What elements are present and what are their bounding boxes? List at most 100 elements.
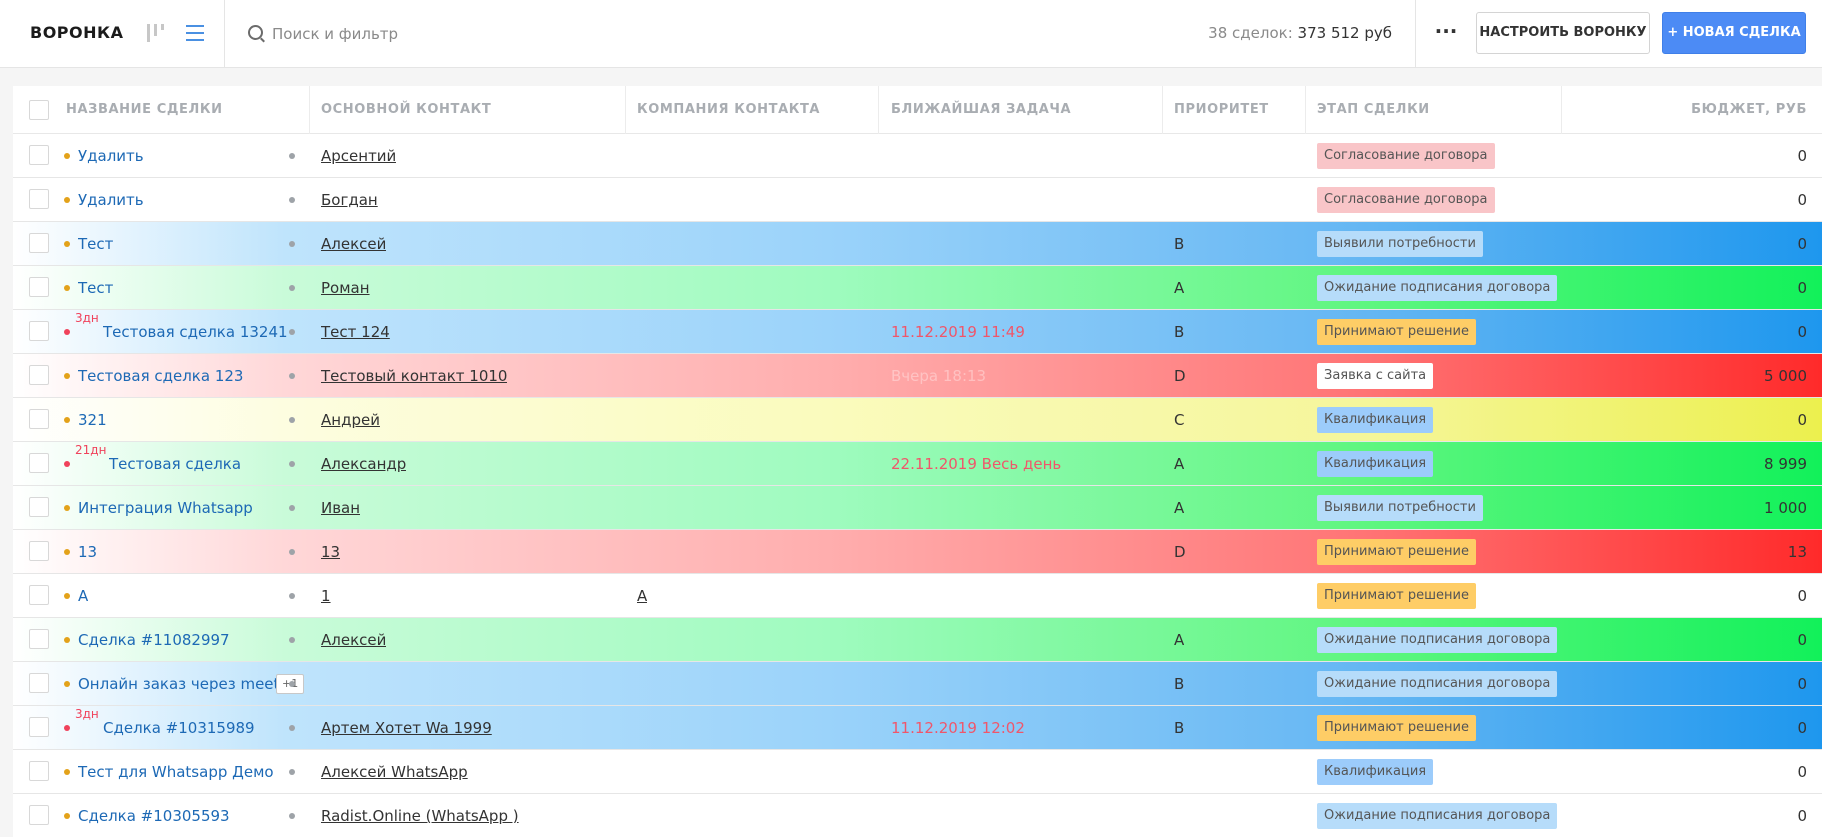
row-checkbox[interactable] xyxy=(29,717,49,737)
row-checkbox[interactable] xyxy=(29,629,49,649)
table-row[interactable]: Тест для Whatsapp Демо Алексей WhatsApp Кв… xyxy=(13,750,1822,794)
row-checkbox[interactable] xyxy=(29,277,49,297)
table-row[interactable]: Интеграция Whatsapp Иван A Выявили потребно… xyxy=(13,486,1822,530)
row-checkbox[interactable] xyxy=(29,409,49,429)
table-row[interactable]: Онлайн заказ через meet+1BОжидание подпи… xyxy=(13,662,1822,706)
table-row[interactable]: 13 13 D Принимают решение 13 xyxy=(13,530,1822,574)
task-date[interactable]: 11.12.2019 11:49 xyxy=(891,323,1025,341)
contact-link[interactable]: Тестовый контакт 1010 xyxy=(321,367,508,385)
column-header-name[interactable]: НАЗВАНИЕ СДЕЛКИ xyxy=(66,102,223,117)
stage-badge[interactable]: Выявили потребности xyxy=(1317,495,1483,521)
deal-name-link[interactable]: Сделка #10305593 xyxy=(78,807,230,825)
status-dot-icon xyxy=(64,329,70,335)
contact-link[interactable]: Богдан xyxy=(321,191,378,209)
table-row[interactable]: Удалить Арсентий Согласование договора 0 xyxy=(13,134,1822,178)
column-header-stage[interactable]: ЭТАП СДЕЛКИ xyxy=(1317,102,1430,117)
contact-link[interactable]: Александр xyxy=(321,455,407,473)
row-checkbox[interactable] xyxy=(29,497,49,517)
row-checkbox[interactable] xyxy=(29,585,49,605)
deal-name-link[interactable]: Тестовая сделка 13241 xyxy=(103,323,288,341)
row-checkbox[interactable] xyxy=(29,189,49,209)
deal-name-link[interactable]: 13 xyxy=(78,543,98,561)
contact-link[interactable]: Radist.Online (WhatsApp ) xyxy=(321,807,519,825)
deal-name-link[interactable]: Тестовая сделка 123 xyxy=(78,367,244,385)
table-row[interactable]: 21дн Тестовая сделка Александр 22.11.2019 В… xyxy=(13,442,1822,486)
stage-badge[interactable]: Заявка с сайта xyxy=(1317,363,1434,389)
deal-name-link[interactable]: Сделка #10315989 xyxy=(103,719,255,737)
deal-name-link[interactable]: Сделка #11082997 xyxy=(78,631,230,649)
deal-name-link[interactable]: Удалить xyxy=(78,147,144,165)
stage-badge[interactable]: Ожидание подписания договора xyxy=(1317,803,1558,829)
kanban-view-icon[interactable] xyxy=(147,22,167,44)
stage-badge[interactable]: Принимают решение xyxy=(1317,319,1476,345)
table-row[interactable]: Удалить Богдан Согласование договора 0 xyxy=(13,178,1822,222)
stage-badge[interactable]: Ожидание подписания договора xyxy=(1317,627,1558,653)
task-date[interactable]: 11.12.2019 12:02 xyxy=(891,719,1025,737)
contact-link[interactable]: Иван xyxy=(321,499,361,517)
search-input[interactable] xyxy=(272,22,732,46)
contact-link[interactable]: Арсентий xyxy=(321,147,397,165)
table-row[interactable]: Тест Алексей B Выявили потребности 0 xyxy=(13,222,1822,266)
deal-name-link[interactable]: Интеграция Whatsapp xyxy=(78,499,253,517)
column-header-company[interactable]: КОМПАНИЯ КОНТАКТА xyxy=(637,102,821,117)
column-header-budget[interactable]: БЮДЖЕТ, РУБ xyxy=(1691,102,1807,117)
select-all-checkbox[interactable] xyxy=(29,100,49,120)
company-link[interactable]: А xyxy=(637,587,648,605)
column-header-task[interactable]: БЛИЖАЙШАЯ ЗАДАЧА xyxy=(891,102,1072,117)
table-row[interactable]: А 1 А Принимают решение 0 xyxy=(13,574,1822,618)
search-box[interactable] xyxy=(248,22,748,46)
stage-badge[interactable]: Согласование договора xyxy=(1317,143,1495,169)
table-row[interactable]: Тестовая сделка 123 Тестовый контакт 1010… xyxy=(13,354,1822,398)
stage-badge[interactable]: Принимают решение xyxy=(1317,583,1476,609)
stage-badge[interactable]: Согласование договора xyxy=(1317,187,1495,213)
deal-name-link[interactable]: Онлайн заказ через meet xyxy=(78,675,278,693)
stage-badge[interactable]: Выявили потребности xyxy=(1317,231,1483,257)
deal-name-link[interactable]: 321 xyxy=(78,411,107,429)
row-checkbox[interactable] xyxy=(29,145,49,165)
contact-link[interactable]: Алексей xyxy=(321,631,387,649)
stage-badge[interactable]: Квалификация xyxy=(1317,759,1434,785)
stage-badge[interactable]: Квалификация xyxy=(1317,451,1434,477)
contact-link[interactable]: 13 xyxy=(321,543,341,561)
stage-badge[interactable]: Принимают решение xyxy=(1317,715,1476,741)
new-deal-button[interactable]: + НОВАЯ СДЕЛКА xyxy=(1662,12,1806,54)
stage-badge[interactable]: Принимают решение xyxy=(1317,539,1476,565)
contact-link[interactable]: Алексей xyxy=(321,235,387,253)
row-checkbox[interactable] xyxy=(29,805,49,825)
deal-name-link[interactable]: Удалить xyxy=(78,191,144,209)
row-checkbox[interactable] xyxy=(29,541,49,561)
stage-badge[interactable]: Ожидание подписания договора xyxy=(1317,275,1558,301)
table-row[interactable]: 321 Андрей C Квалификация 0 xyxy=(13,398,1822,442)
row-checkbox[interactable] xyxy=(29,321,49,341)
contact-link[interactable]: Тест 124 xyxy=(321,323,390,341)
row-checkbox[interactable] xyxy=(29,673,49,693)
contact-link[interactable]: Роман xyxy=(321,279,370,297)
contact-link[interactable]: Андрей xyxy=(321,411,380,429)
row-checkbox[interactable] xyxy=(29,365,49,385)
task-date[interactable]: Вчера 18:13 xyxy=(891,367,987,385)
row-checkbox[interactable] xyxy=(29,761,49,781)
deal-name-link[interactable]: Тестовая сделка xyxy=(109,455,242,473)
row-checkbox[interactable] xyxy=(29,233,49,253)
contact-link[interactable]: Артем Хотет Wa 1999 xyxy=(321,719,492,737)
row-checkbox[interactable] xyxy=(29,453,49,473)
deal-name-link[interactable]: Тест xyxy=(78,235,114,253)
deal-name-link[interactable]: Тест xyxy=(78,279,114,297)
contact-link[interactable]: Алексей WhatsApp xyxy=(321,763,468,781)
more-options-button[interactable]: ··· xyxy=(1434,19,1458,43)
configure-funnel-button[interactable]: НАСТРОИТЬ ВОРОНКУ xyxy=(1476,12,1650,54)
table-row[interactable]: Тест Роман A Ожидание подписания договора 0 xyxy=(13,266,1822,310)
table-row[interactable]: Сделка #10305593 Radist.Online (WhatsApp … xyxy=(13,794,1822,837)
stage-badge[interactable]: Ожидание подписания договора xyxy=(1317,671,1558,697)
contact-link[interactable]: 1 xyxy=(321,587,331,605)
table-row[interactable]: 3дн Сделка #10315989 Артем Хотет Wa 1999 11… xyxy=(13,706,1822,750)
deal-name-link[interactable]: Тест для Whatsapp Демо xyxy=(78,763,274,781)
table-row[interactable]: Сделка #11082997 Алексей A Ожидание подписа… xyxy=(13,618,1822,662)
table-row[interactable]: 3дн Тестовая сделка 13241 Тест 124 11.12.20… xyxy=(13,310,1822,354)
column-header-priority[interactable]: ПРИОРИТЕТ xyxy=(1174,102,1269,117)
column-header-contact[interactable]: ОСНОВНОЙ КОНТАКТ xyxy=(321,102,492,117)
list-view-icon[interactable] xyxy=(186,24,204,42)
task-date[interactable]: 22.11.2019 Весь день xyxy=(891,455,1062,473)
deal-name-link[interactable]: А xyxy=(78,587,89,605)
stage-badge[interactable]: Квалификация xyxy=(1317,407,1434,433)
